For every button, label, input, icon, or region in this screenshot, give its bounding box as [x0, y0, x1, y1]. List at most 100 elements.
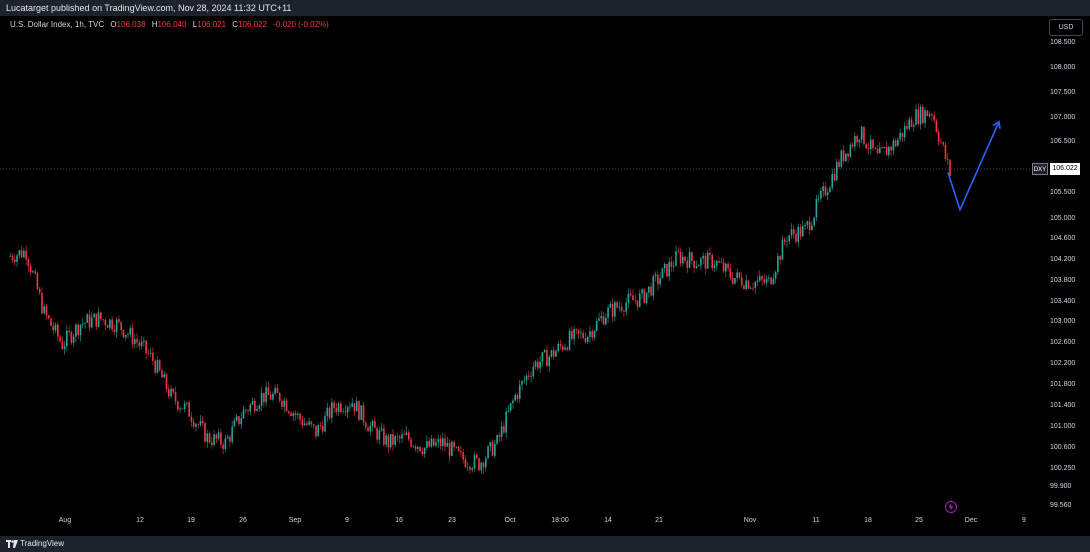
candle-body	[20, 250, 23, 258]
candle-body	[59, 336, 61, 342]
price-tick: 99.900	[1050, 483, 1072, 490]
candle-body	[598, 318, 600, 321]
candle-body	[206, 433, 209, 442]
candle-body	[811, 225, 813, 231]
candle-body	[546, 350, 548, 367]
candle-body	[589, 331, 591, 337]
high-value: 106.040	[157, 20, 187, 29]
candle-body	[688, 252, 691, 268]
candle-body	[201, 420, 204, 424]
candle-body	[410, 439, 412, 447]
candle-body	[290, 412, 292, 417]
candle-body	[451, 441, 453, 456]
candle-body	[571, 330, 573, 339]
candle-body	[387, 435, 390, 448]
candle-body	[903, 126, 906, 138]
time-tick: Aug	[58, 517, 72, 524]
candle-body	[36, 273, 39, 290]
candle-body	[695, 266, 698, 269]
candle-body	[371, 421, 374, 427]
candle-body	[768, 277, 770, 279]
candle-body	[559, 344, 562, 347]
candle-body	[593, 330, 596, 338]
candle-body	[396, 436, 399, 437]
candle-body	[249, 404, 252, 412]
candle-body	[777, 255, 779, 272]
candle-body	[731, 277, 734, 284]
candle-body	[922, 106, 924, 123]
candle-body	[817, 198, 820, 200]
candle-body	[885, 147, 888, 156]
candle-body	[163, 374, 166, 378]
candle-body	[138, 342, 141, 346]
candle-body	[815, 198, 818, 218]
candle-body	[353, 403, 356, 412]
candle-body	[686, 260, 689, 268]
candle-body	[657, 274, 659, 285]
candle-body	[500, 426, 503, 437]
candle-body	[349, 406, 351, 408]
candle-body	[926, 110, 929, 117]
candle-body	[503, 426, 505, 433]
candle-body	[743, 285, 745, 289]
candle-body	[840, 150, 843, 167]
candle-body	[709, 252, 711, 256]
low-value: 106.021	[197, 20, 227, 29]
candle-body	[70, 332, 73, 343]
candle-body	[376, 428, 378, 440]
candle-body	[448, 442, 451, 456]
price-axis[interactable]: 108.500 108.000 107.500 107.000 106.500 105.5…	[1030, 36, 1090, 516]
candle-body	[385, 435, 387, 445]
candle-body	[213, 434, 215, 446]
candle-body	[38, 289, 41, 293]
price-tick: 101.000	[1050, 423, 1076, 430]
candle-body	[661, 268, 664, 279]
candle-body	[188, 402, 190, 417]
candle-body	[534, 361, 537, 367]
close-value: 106.022	[238, 20, 267, 29]
candle-body	[47, 315, 50, 319]
footer-bar: TradingView	[0, 536, 1090, 552]
candle-body	[32, 271, 34, 273]
candle-body	[129, 327, 132, 335]
candle-body	[788, 235, 791, 242]
time-tick: 16	[395, 517, 403, 524]
time-tick: 21	[655, 517, 663, 524]
candle-body	[856, 136, 858, 143]
candle-body	[491, 441, 494, 456]
candle-body	[254, 401, 256, 412]
candle-body	[580, 332, 582, 334]
candle-body	[718, 261, 720, 263]
candle-body	[774, 271, 777, 279]
candle-body	[802, 226, 804, 237]
candle-body	[797, 226, 800, 242]
candle-body	[722, 262, 725, 272]
candle-body	[57, 324, 59, 337]
candle-body	[43, 306, 46, 314]
candle-body	[233, 420, 236, 427]
candle-body	[215, 434, 218, 439]
candle-body	[772, 278, 775, 285]
candle-body	[820, 191, 822, 199]
candle-body	[281, 400, 283, 407]
candle-body	[208, 433, 211, 443]
candle-body	[177, 401, 179, 410]
candle-body	[675, 251, 677, 266]
low-label: L	[192, 20, 198, 29]
time-axis[interactable]: Aug 12 19 26 Sep 9 16 23 Oct 18:00 14 21 Nov 11 18 25 De…	[0, 516, 1030, 528]
currency-button[interactable]: USD	[1049, 19, 1083, 36]
candle-body	[464, 459, 467, 467]
candle-body	[734, 278, 736, 284]
candle-body	[521, 381, 523, 385]
candle-body	[335, 408, 338, 412]
candle-body	[412, 446, 415, 447]
chart-area[interactable]	[0, 16, 1090, 538]
candle-body	[700, 258, 702, 266]
candle-body	[858, 139, 861, 143]
event-marker-icon[interactable]	[945, 501, 957, 513]
candle-body	[84, 322, 86, 324]
candle-body	[81, 323, 84, 325]
candle-body	[577, 329, 580, 334]
candle-body	[324, 415, 326, 432]
